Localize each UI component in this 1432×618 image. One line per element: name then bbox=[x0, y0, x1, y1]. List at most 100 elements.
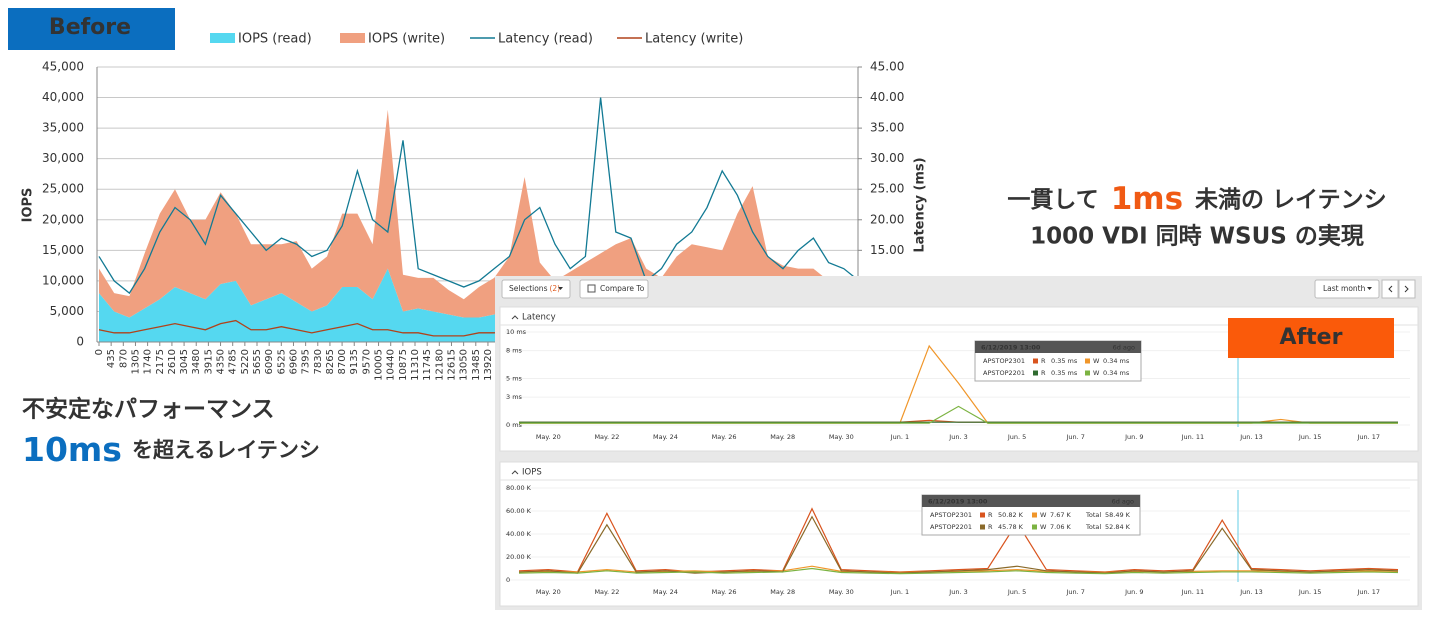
x-tick-label: 4785 bbox=[228, 349, 239, 374]
prev-button[interactable] bbox=[1381, 279, 1399, 299]
problem-post: を超えるレイテンシ bbox=[132, 438, 320, 462]
problem-highlight: 10ms bbox=[22, 430, 122, 469]
line bbox=[518, 507, 1399, 573]
y2-tick-label: 35.00 bbox=[870, 121, 904, 135]
x-tick-label: 5220 bbox=[240, 349, 251, 374]
y-tick-label: 45,000 bbox=[42, 60, 84, 74]
x-tick-label: May. 20 bbox=[536, 588, 561, 596]
tooltip-w: W bbox=[1093, 357, 1100, 365]
tooltip-w: W bbox=[1040, 511, 1047, 519]
x-tick-label: Jun. 11 bbox=[1181, 433, 1205, 441]
x-tick-label: 2175 bbox=[155, 349, 166, 374]
caret bbox=[558, 287, 563, 290]
x-tick-label: 11745 bbox=[422, 349, 433, 381]
x-tick-label: Jun. 7 bbox=[1065, 588, 1084, 596]
x-tick-label: 4350 bbox=[216, 349, 227, 374]
x-tick-label: Jun. 5 bbox=[1007, 588, 1026, 596]
x-tick-label: 12615 bbox=[446, 349, 457, 381]
claim-line1: 一貫して 1ms 未満の レイテンシ bbox=[1007, 181, 1386, 217]
y-tick-label: 20,000 bbox=[42, 212, 84, 226]
x-tick-label: 435 bbox=[106, 349, 117, 368]
x-tick-label: 5655 bbox=[252, 349, 263, 374]
before-badge bbox=[8, 8, 175, 50]
y2-axis-label: Latency (ms) bbox=[913, 157, 928, 252]
y-tick-label: 30,000 bbox=[42, 151, 84, 165]
y-tick-label: 25,000 bbox=[42, 182, 84, 196]
y-tick-label: 0 bbox=[76, 335, 84, 349]
x-tick-label: May. 24 bbox=[653, 588, 678, 596]
x-tick-label: 9135 bbox=[349, 349, 360, 374]
y2-tick-label: 20.00 bbox=[870, 212, 904, 226]
x-tick-label: 8265 bbox=[325, 349, 336, 374]
caret bbox=[1367, 287, 1372, 290]
x-tick-label: May. 30 bbox=[829, 588, 854, 596]
y-tick-label: 3 ms bbox=[506, 393, 523, 401]
tooltip-dot bbox=[1032, 524, 1037, 530]
tooltip-w: W bbox=[1093, 369, 1100, 377]
tooltip-r: R bbox=[988, 523, 993, 531]
y2-tick-label: 40.00 bbox=[870, 90, 904, 104]
x-tick-label: 7395 bbox=[301, 349, 312, 374]
before-label: Before bbox=[49, 15, 131, 40]
compare-text: Compare To bbox=[600, 284, 645, 293]
x-tick-label: May. 24 bbox=[653, 433, 678, 441]
x-tick-label: Jun. 7 bbox=[1065, 433, 1084, 441]
x-tick-label: 1305 bbox=[130, 349, 141, 374]
tooltip-date: 6/12/2019 13:00 bbox=[928, 498, 988, 506]
legend-label: IOPS (read) bbox=[238, 32, 312, 47]
x-tick-label: 2610 bbox=[167, 349, 178, 374]
tooltip-host: APSTOP2301 bbox=[983, 357, 1025, 365]
x-tick-label: 10440 bbox=[386, 349, 397, 381]
after-badge bbox=[1228, 318, 1394, 358]
x-tick-label: 7830 bbox=[313, 349, 324, 374]
y-tick-label: 0 bbox=[506, 576, 510, 584]
y2-tick-label: 30.00 bbox=[870, 151, 904, 165]
x-tick-label: 3045 bbox=[179, 349, 190, 374]
x-tick-label: 0 bbox=[94, 349, 105, 355]
tooltip-header bbox=[975, 341, 1141, 353]
compare-button[interactable] bbox=[579, 279, 649, 299]
selections-count: (2) bbox=[549, 284, 560, 293]
x-tick-label: Jun. 13 bbox=[1239, 588, 1263, 596]
problem-line2: 10ms を超えるレイテンシ bbox=[22, 430, 320, 469]
tooltip-dot bbox=[980, 512, 985, 518]
x-tick-label: May. 22 bbox=[594, 588, 619, 596]
selections-button[interactable] bbox=[501, 279, 571, 299]
tooltip-total-value: 58.49 K bbox=[1105, 511, 1131, 519]
x-tick-label: Jun. 9 bbox=[1124, 588, 1143, 596]
y-axis-label: IOPS bbox=[21, 188, 36, 223]
x-tick-label: Jun. 9 bbox=[1124, 433, 1143, 441]
selections-text: Selections (2) bbox=[509, 284, 560, 293]
next-icon bbox=[1404, 285, 1409, 293]
y-tick-label: 15,000 bbox=[42, 243, 84, 257]
tooltip-host: APSTOP2201 bbox=[983, 369, 1025, 377]
claim-line2: 1000 VDI 同時 WSUS の実現 bbox=[1030, 223, 1364, 250]
y-tick-label: 8 ms bbox=[506, 347, 523, 355]
tooltip-r-value: 45.78 K bbox=[998, 523, 1024, 531]
x-tick-label: Jun. 17 bbox=[1356, 433, 1380, 441]
y-tick-label: 35,000 bbox=[42, 121, 84, 135]
next-button[interactable] bbox=[1398, 279, 1416, 299]
x-tick-label: 6960 bbox=[288, 349, 299, 374]
claim-post: 未満の レイテンシ bbox=[1195, 187, 1387, 213]
y2-tick-label: 45.00 bbox=[870, 60, 904, 74]
tooltip-total: Total bbox=[1085, 523, 1101, 531]
claim-highlight: 1ms bbox=[1111, 181, 1183, 217]
y-tick-label: 5 ms bbox=[506, 375, 523, 383]
x-tick-label: 13050 bbox=[459, 349, 470, 381]
x-tick-label: 11310 bbox=[410, 349, 421, 381]
y2-tick-label: 15.00 bbox=[870, 243, 904, 257]
tooltip-header bbox=[922, 495, 1140, 507]
x-tick-label: 13920 bbox=[483, 349, 494, 381]
tooltip-dot bbox=[1085, 370, 1090, 376]
x-tick-label: 870 bbox=[118, 349, 129, 368]
tooltip-r-value: 0.35 ms bbox=[1051, 369, 1078, 377]
x-tick-label: 8700 bbox=[337, 349, 348, 374]
x-tick-label: May. 22 bbox=[594, 433, 619, 441]
line bbox=[98, 97, 860, 295]
range-button[interactable] bbox=[1314, 279, 1380, 299]
x-tick-label: Jun. 1 bbox=[890, 433, 909, 441]
legend-label: Latency (read) bbox=[498, 32, 593, 47]
x-tick-label: Jun. 1 bbox=[890, 588, 909, 596]
